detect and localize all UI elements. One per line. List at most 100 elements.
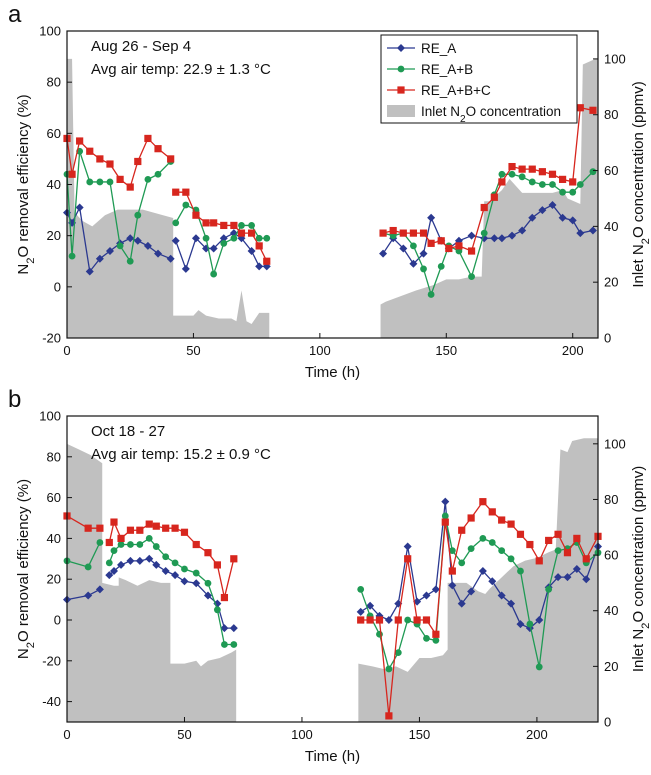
data-point — [171, 236, 180, 245]
x-tick-label: 0 — [63, 343, 70, 358]
data-point — [144, 134, 152, 143]
data-point — [422, 616, 431, 624]
data-point — [230, 221, 238, 230]
data-point — [589, 106, 597, 114]
date-range-annotation: Aug 26 - Sep 4 — [91, 38, 191, 55]
data-point — [136, 526, 144, 534]
data-point — [488, 577, 497, 586]
data-point — [192, 569, 200, 577]
data-point — [95, 585, 104, 594]
data-point — [144, 175, 152, 183]
data-point — [379, 229, 387, 237]
data-point — [136, 541, 144, 548]
x-tick-label: 200 — [526, 727, 548, 742]
data-point — [409, 229, 418, 237]
data-point — [576, 104, 584, 112]
data-point — [490, 193, 498, 201]
data-point — [145, 535, 153, 542]
data-point — [508, 162, 516, 171]
data-point — [204, 549, 212, 557]
data-point — [230, 234, 238, 242]
data-point — [248, 222, 255, 229]
x-axis-label: Time (h) — [305, 748, 360, 765]
data-point — [508, 231, 517, 240]
data-point — [204, 579, 212, 587]
data-point — [213, 561, 221, 569]
data-point — [498, 516, 506, 524]
legend-marker — [397, 86, 405, 94]
data-point — [154, 249, 163, 258]
data-point — [84, 524, 92, 532]
data-point — [192, 579, 201, 588]
data-point — [588, 226, 597, 235]
y-tick-label: 0 — [54, 279, 61, 294]
data-point — [385, 665, 393, 673]
data-point — [171, 571, 180, 580]
data-point — [203, 591, 212, 600]
data-point — [75, 203, 84, 212]
y-tick-label: 40 — [47, 177, 61, 192]
panel-label: a — [8, 1, 22, 28]
panel-a: 0 50 100 150 200-20020406080100020406080100T… — [8, 1, 651, 381]
data-point — [572, 565, 581, 573]
data-point — [202, 219, 210, 227]
data-point — [191, 234, 200, 243]
y-tick-label: 80 — [47, 75, 61, 90]
data-point — [389, 226, 397, 235]
data-point — [180, 528, 189, 536]
data-point — [538, 206, 547, 215]
data-point — [134, 211, 142, 219]
data-point — [569, 178, 577, 186]
data-point — [105, 571, 114, 580]
data-point — [255, 262, 264, 271]
y2-tick-label: 0 — [604, 331, 611, 346]
data-point — [105, 247, 114, 256]
x-tick-label: 0 — [63, 727, 70, 742]
data-point — [480, 203, 488, 212]
y-axis-label: N2O removal efficiency (%) — [15, 479, 37, 659]
data-point — [441, 512, 449, 520]
data-point — [106, 160, 114, 168]
data-point — [255, 242, 263, 250]
data-point — [573, 534, 581, 542]
data-point — [427, 239, 435, 247]
data-point — [154, 170, 162, 178]
inlet-area-segment — [380, 58, 598, 339]
data-point — [535, 663, 543, 671]
y2-tick-label: 80 — [604, 107, 618, 122]
data-point — [263, 257, 271, 265]
data-point — [399, 229, 407, 237]
data-point — [526, 540, 534, 549]
data-point — [404, 555, 412, 563]
data-point — [76, 137, 84, 145]
data-point — [549, 181, 556, 188]
data-point — [419, 229, 428, 237]
data-point — [117, 560, 126, 569]
data-point — [230, 641, 238, 648]
data-point — [143, 241, 152, 250]
data-point — [384, 616, 393, 624]
y2-tick-label: 60 — [604, 163, 618, 178]
data-point — [413, 616, 421, 624]
data-point — [85, 267, 94, 276]
data-point — [213, 606, 221, 614]
legend-label: RE_A+B — [421, 62, 473, 77]
data-point — [152, 560, 161, 569]
legend-label: Inlet N2O concentration — [421, 104, 561, 125]
data-point — [518, 165, 526, 173]
data-point — [507, 520, 515, 528]
data-point — [432, 630, 440, 638]
data-point — [528, 165, 536, 173]
x-tick-label: 50 — [177, 727, 191, 742]
data-point — [126, 526, 135, 534]
data-point — [455, 242, 463, 250]
data-point — [458, 559, 466, 567]
data-point — [528, 213, 537, 222]
y-tick-label: 80 — [47, 449, 61, 464]
y-tick-label: 40 — [47, 531, 61, 546]
data-point — [84, 591, 93, 600]
data-point — [516, 530, 525, 538]
data-point — [134, 157, 142, 166]
data-point — [172, 219, 180, 227]
data-point — [399, 244, 408, 253]
